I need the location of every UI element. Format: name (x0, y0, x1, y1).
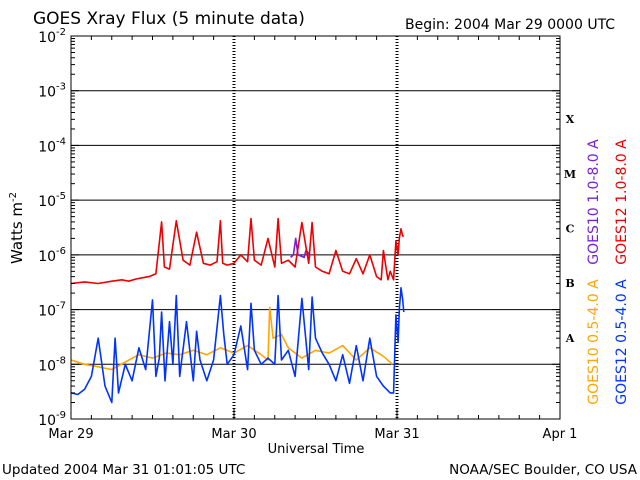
flare-class-label: B (565, 277, 574, 290)
legend-label: GOES12 1.0-8.0 A (614, 139, 630, 265)
y-tick-label: 10-3 (38, 82, 66, 101)
y-tick-label: 10-5 (38, 191, 66, 210)
chart-title: GOES Xray Flux (5 minute data) (33, 9, 305, 29)
x-tick-label: Mar 31 (374, 427, 419, 442)
flare-class-labels: X M C B A (564, 113, 576, 345)
flare-class-label: X (566, 113, 575, 126)
credit-label: NOAA/SEC Boulder, CO USA (449, 462, 638, 478)
updated-timestamp: Updated 2004 Mar 31 01:01:05 UTC (2, 462, 245, 478)
y-tick-label: 10-2 (38, 27, 66, 46)
begin-label: Begin: 2004 Mar 29 0000 UTC (405, 17, 615, 33)
series-line (70, 286, 405, 404)
legend-label: GOES10 0.5-4.0 A (586, 279, 602, 405)
x-tick-label: Mar 29 (48, 427, 93, 442)
x-tick-label: Mar 30 (211, 427, 256, 442)
plot-grid (71, 36, 560, 419)
series-line (70, 217, 404, 285)
y-tick-label: 10-9 (38, 410, 66, 429)
y-tick-label: 10-7 (38, 301, 66, 320)
legend-label: GOES10 1.0-8.0 A (586, 139, 602, 265)
y-axis-label: Watts m-2 (8, 192, 26, 264)
y-tick-label: 10-6 (38, 246, 66, 265)
y-tick-label: 10-4 (38, 136, 66, 155)
plot-frame (70, 35, 561, 420)
x-axis-label: Universal Time (268, 442, 365, 457)
y-tick-label: 10-8 (38, 355, 66, 374)
y-axis-ticks: 10-2 10-3 10-4 10-5 10-6 10-7 10-8 10-9 (38, 27, 560, 429)
series-line (290, 237, 311, 259)
x-tick-label: Apr 1 (543, 427, 578, 442)
flare-class-label: C (566, 223, 575, 236)
legend-label: GOES12 0.5-4.0 A (614, 279, 630, 405)
data-series (70, 217, 405, 404)
x-axis-ticks: Mar 29 Mar 30 Mar 31 Apr 1 (48, 36, 577, 442)
flare-class-label: M (564, 168, 576, 181)
legend: GOES10 1.0-8.0 A GOES12 1.0-8.0 A GOES10 0… (586, 139, 630, 405)
flare-class-label: A (565, 332, 575, 345)
